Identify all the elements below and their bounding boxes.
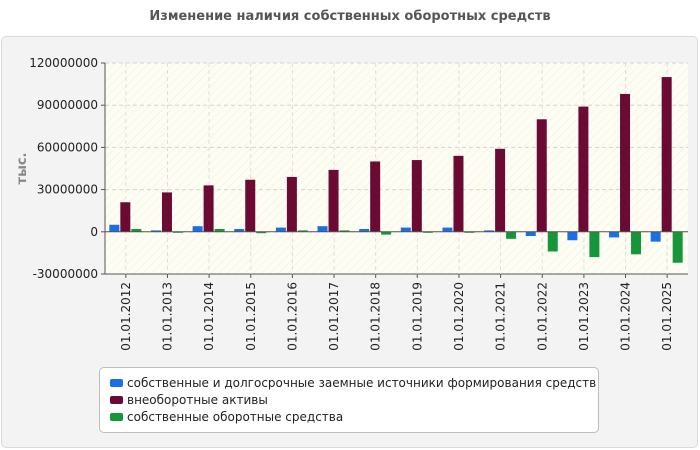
bar-2 [120, 202, 131, 232]
bar-1 [234, 228, 245, 232]
bar-1 [484, 230, 495, 232]
bar-2 [578, 106, 589, 232]
bar-2 [661, 77, 672, 232]
x-tick-label: 01.01.2019 [410, 282, 424, 351]
legend-label: собственные оборотные средства [127, 409, 344, 424]
x-tick-label: 01.01.2016 [285, 282, 299, 351]
x-tick-label: 01.01.2022 [535, 282, 549, 351]
bar-3 [381, 231, 392, 235]
bar-3 [631, 231, 642, 255]
bar-3 [297, 230, 308, 232]
chart-legend: собственные и долгосрочные заемные источ… [99, 367, 599, 433]
x-tick-label: 01.01.2013 [160, 282, 174, 351]
y-tick-label: 60000000 [37, 140, 98, 154]
x-tick-label: 01.01.2023 [577, 282, 591, 351]
y-tick-label: 0 [90, 225, 98, 239]
x-tick-label: 01.01.2015 [244, 282, 258, 351]
bar-2 [411, 160, 422, 232]
bar-2 [370, 161, 381, 232]
y-axis-label: тыс. [15, 153, 30, 185]
legend-item: собственные оборотные средства [110, 408, 598, 425]
plot-area [105, 63, 688, 274]
bar-3 [506, 231, 517, 239]
bar-3 [547, 231, 558, 252]
x-tick-label: 01.01.2018 [369, 282, 383, 351]
bar-1 [400, 227, 411, 232]
legend-swatch-icon [110, 412, 123, 421]
bar-2 [245, 179, 256, 232]
bar-3 [339, 230, 350, 232]
x-tick-label: 01.01.2024 [619, 282, 633, 351]
bar-1 [192, 226, 203, 232]
bar-1 [525, 231, 536, 237]
bar-2 [328, 169, 339, 232]
legend-swatch-icon [110, 378, 123, 387]
y-tick-label: 120000000 [29, 56, 98, 70]
x-tick-label: 01.01.2017 [327, 282, 341, 351]
x-tick-label: 01.01.2014 [202, 282, 216, 351]
y-tick-label: -30000000 [33, 267, 98, 281]
bar-2 [161, 192, 172, 232]
bar-1 [442, 227, 453, 232]
x-tick-label: 01.01.2012 [119, 282, 133, 351]
legend-label: внеоборотные активы [127, 392, 268, 407]
bar-1 [567, 231, 578, 241]
bar-1 [609, 231, 620, 238]
chart-title: Изменение наличия собственных оборотных … [149, 9, 551, 24]
bar-1 [317, 226, 328, 232]
bar-3 [589, 231, 600, 258]
x-tick-label: 01.01.2020 [452, 282, 466, 351]
bar-3 [131, 228, 142, 232]
x-tick-label: 01.01.2025 [660, 282, 674, 351]
legend-item: внеоборотные активы [110, 391, 598, 408]
bar-3 [672, 231, 683, 263]
bar-1 [650, 231, 661, 242]
bar-1 [109, 224, 120, 232]
bar-1 [275, 227, 286, 232]
bar-3 [214, 228, 225, 232]
bar-3 [256, 231, 267, 234]
y-tick-label: 30000000 [37, 183, 98, 197]
bar-1 [359, 228, 370, 232]
x-tick-label: 01.01.2021 [494, 282, 508, 351]
bar-2 [536, 119, 547, 232]
bar-2 [286, 176, 297, 232]
bar-2 [203, 185, 214, 232]
bar-2 [495, 148, 506, 232]
bar-2 [620, 93, 631, 232]
legend-swatch-icon [110, 395, 123, 404]
bar-2 [453, 155, 464, 232]
legend-label: собственные и долгосрочные заемные источ… [127, 375, 597, 390]
legend-item: собственные и долгосрочные заемные источ… [110, 374, 598, 391]
y-tick-label: 90000000 [37, 98, 98, 112]
bar-1 [150, 230, 161, 232]
